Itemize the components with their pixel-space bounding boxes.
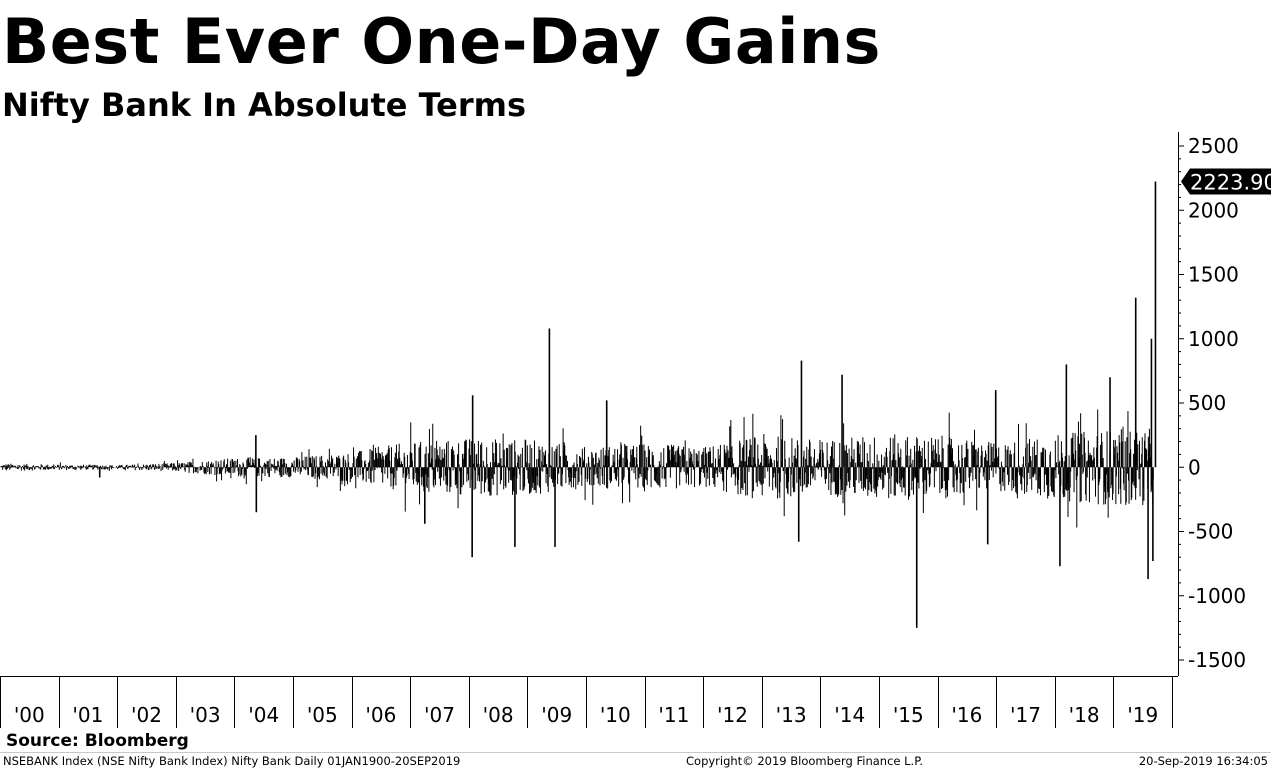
x-tick-label: '17: [1010, 703, 1041, 727]
x-tick-label: '11: [658, 703, 689, 727]
x-tick-label: '12: [717, 703, 748, 727]
y-tick-label: 0: [1188, 455, 1201, 479]
last-value-callout: 2223.90: [1181, 168, 1271, 195]
x-tick-label: '14: [834, 703, 865, 727]
x-tick-label: '09: [541, 703, 572, 727]
x-axis: '00 '01 '02 '03 '04 '05 '06 '07 '08 '09 '10 '11 '12 '…: [0, 676, 1178, 727]
y-tick-label: -500: [1188, 520, 1233, 544]
daily-change-series: [0, 409, 1154, 528]
y-tick-label: 1000: [1188, 327, 1239, 351]
y-axis: 2500 2000 1500 1000 500 0 -500 -1000 -1500: [1178, 132, 1246, 676]
x-tick-label: '02: [131, 703, 162, 727]
x-tick-label: '06: [365, 703, 396, 727]
x-tick-label: '15: [893, 703, 924, 727]
y-tick-label: 500: [1188, 391, 1226, 415]
x-tick-label: '19: [1127, 703, 1158, 727]
x-tick-label: '13: [776, 703, 807, 727]
y-tick-label: 1500: [1188, 263, 1239, 287]
x-grid: [0, 676, 1173, 728]
footer-timestamp: 20-Sep-2019 16:34:05: [1138, 754, 1268, 768]
source-note: Source: Bloomberg: [6, 731, 189, 751]
x-tick-label: '04: [248, 703, 279, 727]
footer-ticker-info: NSEBANK Index (NSE Nifty Bank Index) Nif…: [3, 754, 461, 768]
y-tick-label: -1000: [1188, 584, 1246, 608]
x-tick-label: '18: [1069, 703, 1100, 727]
chart-subtitle: Nifty Bank In Absolute Terms: [2, 86, 527, 124]
notable-spikes: [98, 181, 1157, 628]
x-tick-label: '16: [951, 703, 982, 727]
x-tick-label: '01: [72, 703, 103, 727]
chart-title: Best Ever One-Day Gains: [2, 5, 881, 78]
x-tick-label: '03: [190, 703, 221, 727]
x-tick-label: '05: [307, 703, 338, 727]
x-tick-label: '07: [424, 703, 455, 727]
footer-bar: NSEBANK Index (NSE Nifty Bank Index) Nif…: [0, 752, 1271, 771]
last-value-badge: [1181, 168, 1271, 195]
x-tick-label: '08: [483, 703, 514, 727]
x-tick-label: '10: [600, 703, 631, 727]
y-tick-label: 2000: [1188, 198, 1239, 222]
last-value-label: 2223.90: [1190, 170, 1271, 194]
footer-copyright: Copyright© 2019 Bloomberg Finance L.P.: [686, 754, 923, 768]
y-tick-label: -1500: [1188, 648, 1246, 672]
y-tick-label: 2500: [1188, 134, 1239, 158]
x-tick-label: '00: [14, 703, 45, 727]
